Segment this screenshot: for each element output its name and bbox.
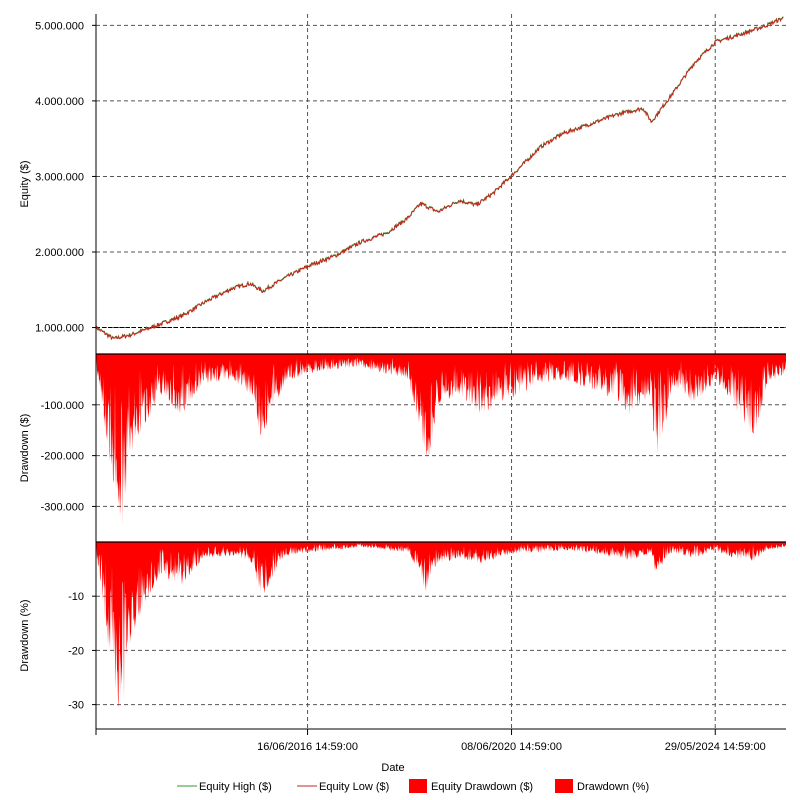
x-tick-label: 16/06/2016 14:59:00 [257,741,358,753]
series-equity-high [95,16,784,340]
series-drawdown-area [96,542,786,709]
y-tick-label: -20 [68,645,84,657]
legend-item: Equity High ($) [177,781,272,793]
panel-1: 1.000.000 2.000.000 3.000.000 4.000.000 5.00… [19,14,786,354]
y-tick-label: -300.000 [41,501,84,513]
y-tick-label: 3.000.000 [35,171,84,183]
legend-swatch [409,779,427,793]
legend-item: Equity Drawdown ($) [409,779,533,793]
y-tick-label: 2.000.000 [35,247,84,259]
chart-panels: 1.000.000 2.000.000 3.000.000 4.000.000 5.00… [19,14,786,729]
y-axis-label: Drawdown ($) [19,414,31,482]
x-tick-label: 29/05/2024 14:59:00 [665,741,766,753]
x-tick-label: 08/06/2020 14:59:00 [461,741,562,753]
legend-swatch [555,779,573,793]
legend-label: Equity Drawdown ($) [431,781,533,793]
series-equity-low [95,16,784,341]
panel-3: -10 -20 -30 Drawdown (%) [19,541,786,729]
legend-label: Equity Low ($) [319,781,389,793]
y-tick-label: -30 [68,700,84,712]
legend-label: Equity High ($) [199,781,272,793]
series-drawdown-area [96,354,786,526]
y-tick-label: 1.000.000 [35,323,84,335]
y-axis-label: Drawdown (%) [19,599,31,671]
legend-item: Equity Low ($) [297,781,389,793]
y-axis-label: Equity ($) [19,160,31,207]
x-axis-label: Date [381,762,404,774]
y-tick-label: -100.000 [41,400,84,412]
legend-label: Drawdown (%) [577,781,649,793]
y-tick-label: -200.000 [41,451,84,463]
legend-item: Drawdown (%) [555,779,649,793]
y-tick-label: 5.000.000 [35,20,84,32]
legend: Equity High ($) Equity Low ($) Equity Draw… [177,779,649,793]
y-tick-label: 4.000.000 [35,96,84,108]
x-axis: 16/06/2016 14:59:00 08/06/2020 14:59:00 29… [95,728,786,753]
y-tick-label: -10 [68,591,84,603]
panel-2: -100.000 -200.000 -300.000 Drawdown ($) [19,353,786,542]
